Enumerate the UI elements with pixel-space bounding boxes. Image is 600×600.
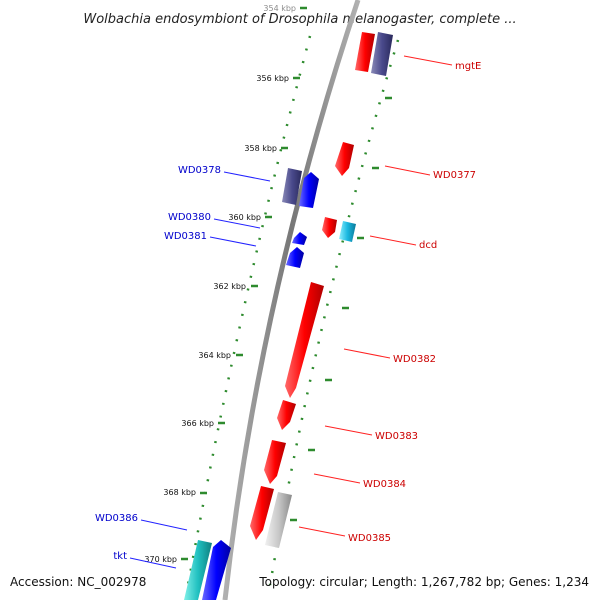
gene-label-leader <box>129 557 177 569</box>
gene-WD0380[interactable]: WD0380 <box>168 212 307 245</box>
gene-shape <box>285 282 324 398</box>
gene-label-leader <box>403 55 453 66</box>
gene-label: WD0378 <box>178 165 221 176</box>
gene-label-leader <box>209 236 257 247</box>
gene-WD0382[interactable]: WD0382 <box>285 282 436 398</box>
gene-label-leader <box>324 425 373 436</box>
gene-shape <box>335 142 354 176</box>
gene-WD0378[interactable]: WD0378 <box>178 165 319 208</box>
kbp-label: 362 kbp <box>213 282 246 291</box>
kbp-label: 360 kbp <box>228 213 261 222</box>
gene-shape <box>277 400 296 430</box>
gene-label: dcd <box>419 240 437 251</box>
gene-shape <box>264 440 286 484</box>
gene-label-leader <box>313 473 361 484</box>
gene-shape <box>202 540 231 600</box>
topology-text: Topology: circular; Length: 1,267,782 bp… <box>258 575 589 589</box>
gene-WD0381[interactable]: WD0381 <box>164 231 304 268</box>
gene-label: tkt <box>113 551 127 562</box>
kbp-label: 354 kbp <box>263 4 296 13</box>
inner-tick-track <box>186 35 312 586</box>
gene-label-leader <box>298 526 346 537</box>
gene-mgtE[interactable]: mgtE <box>355 32 481 76</box>
kbp-scale: 354 kbp 356 kbp 358 kbp 360 kbp 362 kbp … <box>144 4 307 564</box>
gene-label: WD0383 <box>375 431 418 442</box>
kbp-label: 364 kbp <box>198 351 231 360</box>
gene-shape <box>355 32 375 72</box>
gene-shape <box>339 221 356 242</box>
gene-WD0386[interactable]: WD0386 <box>95 513 212 600</box>
gene-label: WD0386 <box>95 513 138 524</box>
gene-shape <box>286 247 304 268</box>
gene-label-leader <box>213 218 261 229</box>
kbp-label: 368 kbp <box>163 488 196 497</box>
gene-shape <box>184 540 212 600</box>
gene-label: WD0377 <box>433 170 476 181</box>
kbp-label: 356 kbp <box>256 74 289 83</box>
gene-label-leader <box>369 235 417 246</box>
gene-shape <box>292 232 307 245</box>
gene-shape <box>322 217 337 238</box>
gene-label: mgtE <box>455 61 481 72</box>
gene-shape <box>250 486 274 540</box>
gene-label-leader <box>384 165 431 176</box>
kbp-label: 366 kbp <box>181 419 214 428</box>
gene-dcd[interactable]: dcd <box>322 217 437 251</box>
genome-backbone <box>222 0 361 600</box>
gene-WD0377[interactable]: WD0377 <box>335 142 476 181</box>
accession-text: Accession: NC_002978 <box>10 575 146 589</box>
map-title: Wolbachia endosymbiont of Drosophila mel… <box>83 12 516 27</box>
gene-label: WD0382 <box>393 354 436 365</box>
gene-shape <box>282 168 302 205</box>
gene-WD0383[interactable]: WD0383 <box>277 400 418 442</box>
kbp-label: 370 kbp <box>144 555 177 564</box>
gene-shape <box>265 492 292 548</box>
outer-track-dashes <box>290 96 392 522</box>
gene-WD0384[interactable]: WD0384 <box>264 440 406 490</box>
gene-label: WD0384 <box>363 479 406 490</box>
gene-label-leader <box>343 348 391 359</box>
gene-label: WD0381 <box>164 231 207 242</box>
gene-label: WD0385 <box>348 533 391 544</box>
gene-tkt[interactable]: tkt <box>113 540 231 600</box>
gene-shape <box>371 32 393 76</box>
gene-label: WD0380 <box>168 212 211 223</box>
gene-shape <box>299 172 319 208</box>
gene-WD0385[interactable]: WD0385 <box>250 486 391 548</box>
kbp-label: 358 kbp <box>244 144 277 153</box>
gene-label-leader <box>140 519 188 531</box>
gene-label-leader <box>223 171 271 182</box>
